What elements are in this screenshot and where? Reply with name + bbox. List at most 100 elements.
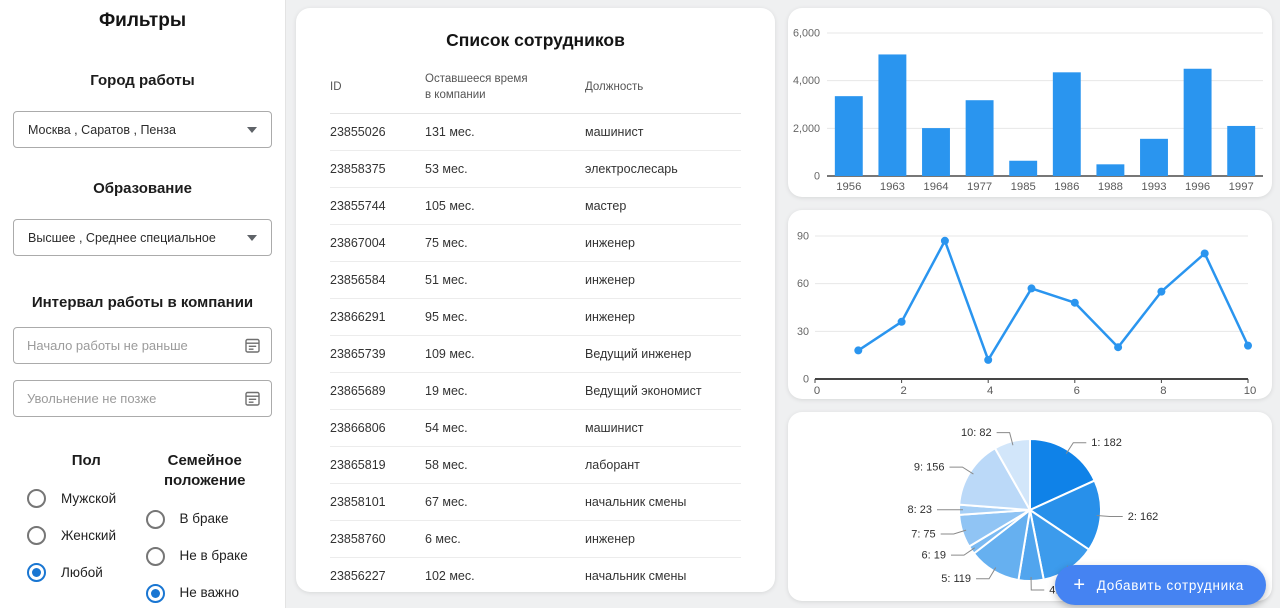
add-employee-button[interactable]: + Добавить сотрудника: [1055, 565, 1266, 605]
cell-position: Ведущий экономист: [585, 372, 741, 411]
svg-text:1996: 1996: [1185, 181, 1210, 193]
cell-position: начальник смены: [585, 483, 741, 522]
marital-group-title: Семейное положение: [163, 452, 246, 490]
start-date-input[interactable]: [13, 327, 272, 364]
svg-text:9: 156: 9: 156: [914, 462, 945, 474]
calendar-icon[interactable]: [244, 337, 261, 354]
cell-id: 23865819: [330, 446, 425, 485]
svg-text:7: 75: 7: 75: [911, 529, 935, 541]
svg-text:6: 6: [1074, 385, 1080, 397]
table-row: 23855026 131 мес. машинист: [330, 113, 741, 152]
marital-radio-option[interactable]: Не важно: [145, 583, 265, 603]
cell-position: машинист: [585, 113, 741, 152]
filters-title: Фильтры: [98, 10, 187, 31]
gender-radio-option[interactable]: Любой: [27, 563, 146, 583]
svg-text:2: 2: [900, 385, 906, 397]
radio-icon: [145, 546, 165, 566]
svg-text:0: 0: [814, 171, 820, 183]
chevron-down-icon: [247, 126, 257, 133]
svg-text:30: 30: [797, 326, 809, 338]
table-row: 23858375 53 мес. электрослесарь: [330, 150, 741, 189]
table-row: 23865819 58 мес. лаборант: [330, 446, 741, 485]
table-row: 23866291 95 мес. инженер: [330, 298, 741, 337]
cell-id: 23867004: [330, 224, 425, 263]
radio-label: В браке: [179, 511, 229, 527]
cell-position: инженер: [585, 298, 741, 337]
table-row: 23866806 54 мес. машинист: [330, 409, 741, 448]
line-chart-svg: 0 30 60 90 0 2 4 6 8 10: [797, 231, 1257, 398]
cell-id: 23856584: [330, 261, 425, 300]
cell-time: 6 мес.: [425, 520, 585, 559]
city-select-value: Москва , Саратов , Пенза: [28, 122, 176, 137]
cell-position: лаборант: [585, 446, 741, 485]
svg-text:8: 23: 8: 23: [908, 504, 932, 516]
employee-list-title: Список сотрудников: [446, 30, 625, 50]
cell-time: 53 мес.: [425, 150, 585, 189]
svg-text:8: 8: [1160, 385, 1166, 397]
cell-id: 23865739: [330, 335, 425, 374]
table-row: 23856584 51 мес. инженер: [330, 261, 741, 300]
gender-group: Пол Мужской Женский Любой: [21, 451, 146, 608]
table-row: 23855744 105 мес. мастер: [330, 187, 741, 226]
filters-panel: Фильтры Город работы Москва , Саратов , …: [0, 0, 286, 608]
education-label: Образование: [93, 180, 192, 197]
cell-id: 23858760: [330, 520, 425, 559]
svg-text:1977: 1977: [967, 181, 992, 193]
svg-text:1988: 1988: [1098, 181, 1123, 193]
cell-id: 23855744: [330, 187, 425, 226]
radio-icon: [27, 526, 46, 546]
svg-text:0: 0: [814, 385, 820, 397]
svg-text:90: 90: [797, 231, 809, 243]
svg-text:10: 10: [1244, 385, 1257, 397]
gender-group-title: Пол: [71, 452, 101, 469]
svg-text:1993: 1993: [1141, 181, 1166, 193]
svg-text:6,000: 6,000: [793, 28, 820, 40]
table-row: 23858101 67 мес. начальник смены: [330, 483, 741, 522]
cell-id: 23855026: [330, 113, 425, 152]
cell-time: 58 мес.: [425, 446, 585, 485]
svg-text:1997: 1997: [1229, 181, 1254, 193]
line-chart-card: 0 30 60 90 0 2 4 6 8 10: [788, 210, 1272, 399]
bar-chart-svg: 0 2,000 4,000 6,000 1956 1963 1964 1977 1985 1986…: [793, 28, 1263, 193]
plus-icon: +: [1073, 574, 1086, 596]
svg-text:6: 19: 6: 19: [922, 550, 946, 562]
svg-text:1986: 1986: [1054, 181, 1079, 193]
add-employee-label: Добавить сотрудника: [1096, 577, 1244, 593]
gender-radio-option[interactable]: Женский: [27, 526, 146, 546]
cell-time: 51 мес.: [425, 261, 585, 300]
svg-text:10: 82: 10: 82: [961, 427, 992, 439]
table-row: 23856227 102 мес. начальник смены: [330, 557, 741, 592]
city-label: Город работы: [90, 72, 195, 89]
gender-radio-option[interactable]: Мужской: [27, 489, 146, 509]
radio-label: Женский: [61, 527, 117, 543]
svg-text:5: 119: 5: 119: [941, 573, 971, 585]
radio-icon: [27, 489, 46, 509]
cell-id: 23858375: [330, 150, 425, 189]
radio-groups: Пол Мужской Женский Любой Семейное положен…: [13, 451, 272, 608]
table-row: 23858760 6 мес. инженер: [330, 520, 741, 559]
radio-label: Не в браке: [179, 548, 248, 564]
radio-icon: [145, 509, 165, 529]
calendar-icon[interactable]: [244, 390, 261, 407]
start-date-field: [13, 327, 272, 364]
education-select[interactable]: Высшее , Среднее специальное: [13, 219, 272, 256]
radio-label: Мужской: [61, 490, 117, 506]
cell-time: 109 мес.: [425, 335, 585, 374]
svg-text:2,000: 2,000: [793, 123, 820, 135]
column-header-remaining-time: Оставшееся время в компании: [425, 65, 585, 115]
employee-list-card: Список сотрудников ID Оставшееся время в…: [296, 8, 775, 592]
radio-selected-icon: [145, 583, 165, 603]
radio-label: Не важно: [179, 585, 240, 601]
end-date-field: [13, 380, 272, 417]
city-select[interactable]: Москва , Саратов , Пенза: [13, 111, 272, 148]
cell-position: инженер: [585, 261, 741, 300]
radio-selected-icon: [27, 563, 46, 583]
bar-chart-card: 0 2,000 4,000 6,000 1956 1963 1964 1977 1985 1986…: [788, 8, 1272, 197]
marital-radio-option[interactable]: В браке: [145, 509, 265, 529]
svg-text:4,000: 4,000: [793, 75, 820, 87]
cell-id: 23865689: [330, 372, 425, 411]
marital-radio-option[interactable]: Не в браке: [145, 546, 265, 566]
end-date-input[interactable]: [13, 380, 272, 417]
